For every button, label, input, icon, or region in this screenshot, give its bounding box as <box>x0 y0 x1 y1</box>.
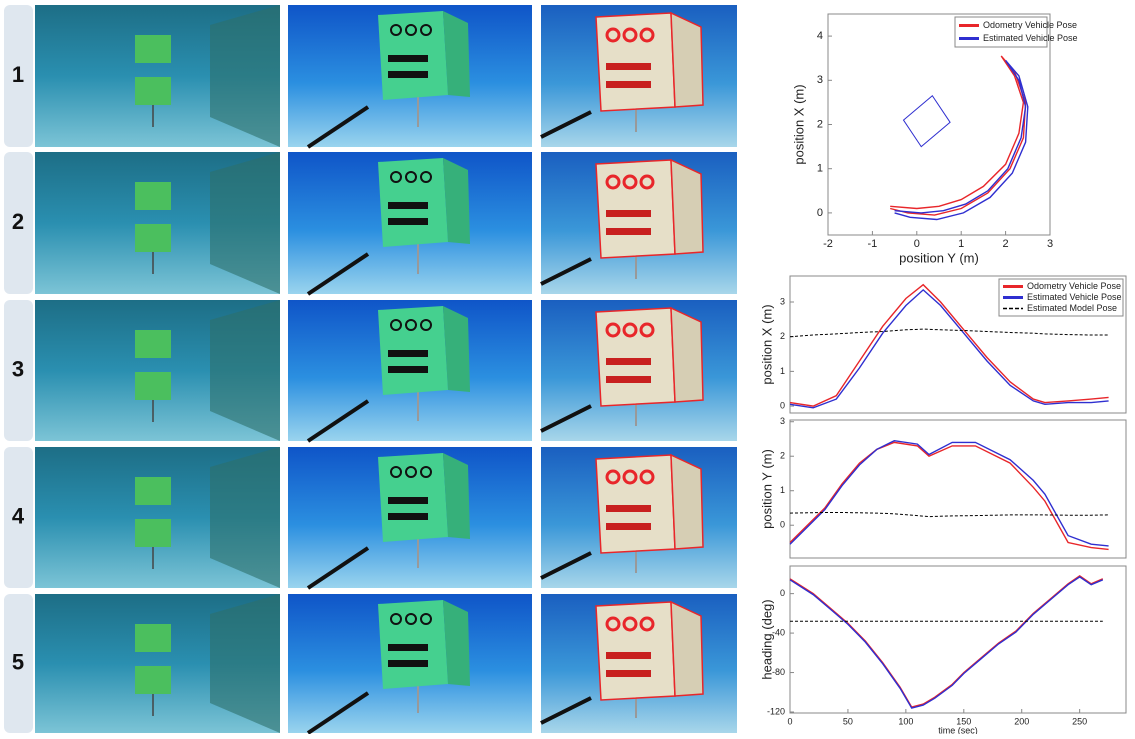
cube-side <box>671 160 703 254</box>
plot-area <box>790 566 1126 713</box>
y-tick-label: 0 <box>780 588 785 598</box>
x-tick-label: -2 <box>823 238 833 250</box>
charts: 0 1 2 3 4 -2 -1 0 1 2 3 position Y (m) position X (m… <box>759 14 1126 734</box>
x-tick-label: 50 <box>843 716 853 726</box>
cube <box>135 519 171 547</box>
figure: 1 2 3 4 5 0 1 2 3 4 -2 -1 0 1 2 3 position Y (m) positio… <box>0 0 1135 734</box>
x-tick-label: 0 <box>914 238 920 250</box>
y-tick-label: 2 <box>817 118 823 130</box>
y-tick-label: 3 <box>817 74 823 86</box>
y-axis-label: position X (m) <box>791 84 806 164</box>
row-label: 2 <box>12 209 24 234</box>
marker-bar <box>606 210 651 217</box>
legend-label: Odometry Vehicle Pose <box>983 20 1077 30</box>
legend-label: Odometry Vehicle Pose <box>1027 281 1121 291</box>
marker-bar <box>606 652 651 659</box>
cube-face <box>596 160 675 258</box>
x-tick-label: 100 <box>898 716 913 726</box>
marker-bar <box>606 505 651 512</box>
cube-side <box>671 455 703 549</box>
marker-bar <box>388 366 428 373</box>
x-tick-label: 0 <box>787 716 792 726</box>
legend-label: Estimated Vehicle Pose <box>1027 292 1122 302</box>
legend-label: Estimated Vehicle Pose <box>983 33 1078 43</box>
y-tick-label: 1 <box>780 485 785 495</box>
marker-bar <box>606 81 651 88</box>
marker-bar <box>606 358 651 365</box>
marker-bar <box>606 228 651 235</box>
photo-grid: 1 2 3 4 5 <box>4 5 737 733</box>
marker-bar <box>606 670 651 677</box>
cube <box>135 224 171 252</box>
y-tick-label: -120 <box>767 706 785 716</box>
y-tick-label: 2 <box>780 331 785 341</box>
cube-face <box>596 13 675 111</box>
page: 1 2 3 4 5 0 1 2 3 4 -2 -1 0 1 2 3 position Y (m) positio… <box>0 0 1135 739</box>
cube-face <box>596 455 675 553</box>
y-tick-label: 0 <box>780 400 785 410</box>
cube-side <box>671 13 703 107</box>
y-tick-label: 1 <box>817 163 823 175</box>
marker-bar <box>388 644 428 651</box>
x-tick-label: 2 <box>1003 238 1009 250</box>
x-axis-label: position Y (m) <box>899 250 979 265</box>
marker-bar <box>606 376 651 383</box>
x-tick-label: -1 <box>868 238 878 250</box>
row-label: 4 <box>12 503 25 528</box>
y-tick-label: 3 <box>780 416 785 426</box>
marker-bar <box>606 523 651 530</box>
cube <box>135 666 171 694</box>
cube <box>135 330 171 358</box>
row-label: 3 <box>12 356 24 381</box>
y-axis-label: heading (deg) <box>759 599 774 679</box>
y-axis-label: position X (m) <box>759 304 774 384</box>
cube-side <box>671 602 703 696</box>
y-tick-label: 3 <box>780 296 785 306</box>
marker-bar <box>388 202 428 209</box>
marker-bar <box>388 660 428 667</box>
cube <box>135 624 171 652</box>
x-tick-label: 3 <box>1047 238 1053 250</box>
y-tick-label: 1 <box>780 366 785 376</box>
x-tick-label: 1 <box>958 238 964 250</box>
y-tick-label: 0 <box>780 520 785 530</box>
marker-bar <box>388 71 428 78</box>
y-tick-label: 2 <box>780 451 785 461</box>
cube-face <box>596 602 675 700</box>
marker-bar <box>388 350 428 357</box>
row-label: 5 <box>12 649 24 674</box>
legend-label: Estimated Model Pose <box>1027 303 1117 313</box>
x-tick-label: 250 <box>1072 716 1087 726</box>
cube <box>135 35 171 63</box>
marker-bar <box>606 63 651 70</box>
cube <box>135 182 171 210</box>
cube <box>135 77 171 105</box>
marker-bar <box>388 497 428 504</box>
x-tick-label: 200 <box>1014 716 1029 726</box>
cube-side <box>671 308 703 402</box>
y-tick-label: 4 <box>817 30 823 42</box>
cube <box>135 477 171 505</box>
row-label: 1 <box>12 62 24 87</box>
x-axis-label: time (sec) <box>938 725 978 734</box>
y-axis-label: position Y (m) <box>759 449 774 529</box>
marker-bar <box>388 218 428 225</box>
cube-face <box>596 308 675 406</box>
cube <box>135 372 171 400</box>
marker-bar <box>388 55 428 62</box>
marker-bar <box>388 513 428 520</box>
y-tick-label: 0 <box>817 207 823 219</box>
